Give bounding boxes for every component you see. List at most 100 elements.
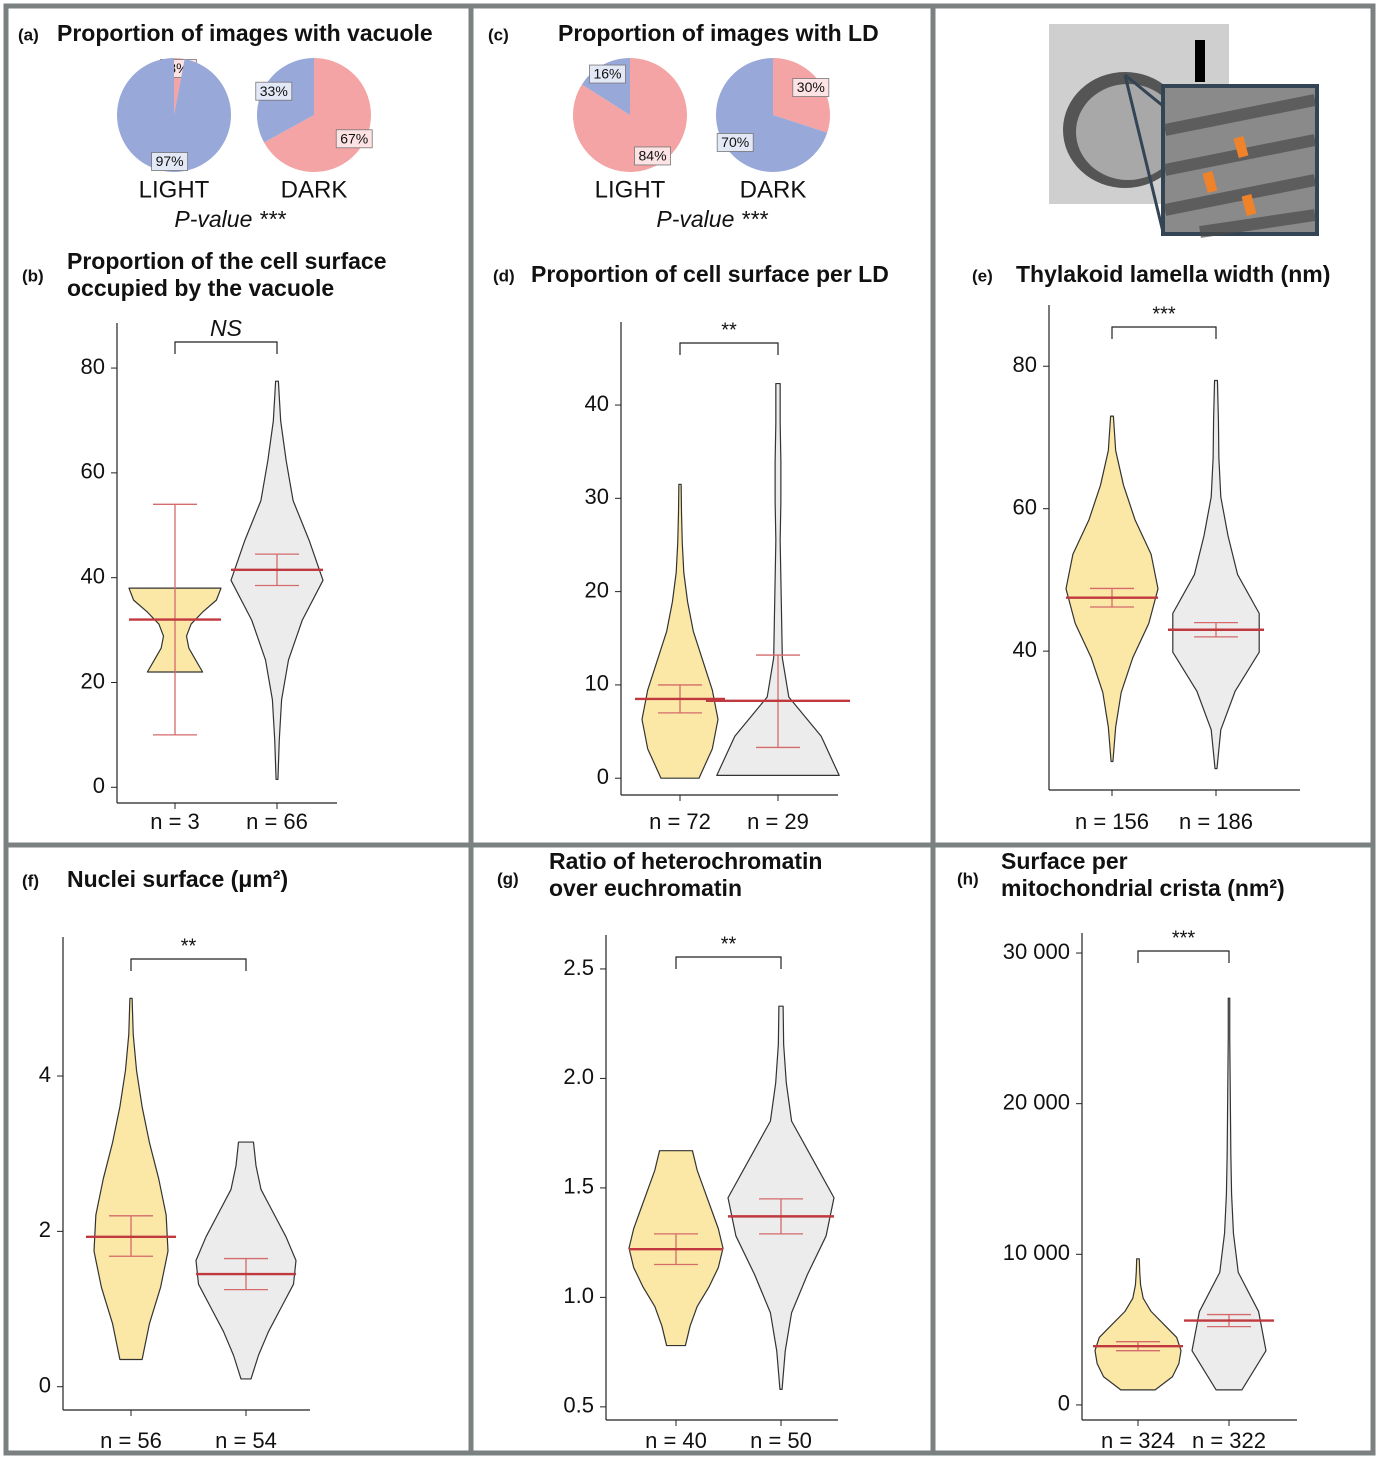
x-tick-label: n = 54: [215, 1428, 277, 1453]
chart-title: over euchromatin: [549, 875, 742, 901]
chart-title: Thylakoid lamella width (nm): [1016, 261, 1330, 287]
y-tick-label: 1.5: [563, 1174, 594, 1199]
lamellae: [1163, 94, 1317, 238]
violin: [93, 997, 169, 1361]
x-tick-label: n = 50: [750, 1428, 812, 1453]
y-tick-label: 80: [81, 354, 105, 379]
slice-label: 16%: [593, 66, 621, 82]
y-tick-label: 10: [585, 671, 609, 696]
significance: **: [721, 933, 737, 955]
y-tick-label: 0: [1058, 1391, 1070, 1416]
slice-label: 70%: [721, 134, 749, 150]
x-tick-label: n = 3: [150, 809, 200, 834]
label-box: [589, 64, 626, 84]
chart-title: Nuclei surface (μm²): [67, 866, 288, 892]
x-tick-label: n = 156: [1075, 809, 1149, 834]
p-value: P-value ***: [656, 206, 768, 232]
y-tick-label: 20: [585, 577, 609, 602]
slice-label: 30%: [797, 79, 825, 95]
panel-label: (b): [22, 266, 44, 285]
label-box: [792, 78, 830, 97]
y-tick-label: 40: [81, 563, 105, 588]
label-box: [151, 152, 189, 171]
panel-label: (d): [493, 266, 515, 285]
significance: ***: [1152, 303, 1176, 325]
x-tick-label: n = 56: [100, 1428, 162, 1453]
y-tick-label: 40: [1013, 637, 1037, 662]
x-tick-label: n = 186: [1179, 809, 1253, 834]
slice-label: 33%: [260, 83, 288, 99]
panel-label: (e): [972, 266, 993, 285]
label-box: [634, 146, 671, 166]
chart-title: Proportion of images with vacuole: [57, 20, 433, 46]
zoom-line: [1124, 73, 1169, 112]
significance-bracket: [679, 342, 779, 355]
measure-marks: [1202, 136, 1257, 216]
significance-bracket: [130, 958, 247, 971]
pie-name: LIGHT: [595, 176, 666, 203]
panel-label: (a): [18, 25, 39, 44]
x-tick-label: n = 72: [649, 809, 711, 834]
label-box: [716, 133, 754, 152]
violin: [1094, 1258, 1182, 1391]
panel-borders: [3, 3, 1376, 1456]
label-box: [335, 129, 373, 149]
cell-interior: [1076, 84, 1180, 180]
y-tick-label: 20 000: [1003, 1089, 1070, 1114]
y-tick-label: 60: [81, 459, 105, 484]
x-tick-label: n = 324: [1101, 1428, 1175, 1453]
violin: [716, 382, 840, 777]
significance: ***: [1172, 927, 1196, 949]
significance-bracket: [675, 956, 782, 969]
significance: NS: [210, 315, 243, 341]
chart-title: Proportion of the cell surface: [67, 248, 387, 274]
scale-bar: [1195, 40, 1205, 82]
significance: **: [181, 935, 197, 957]
y-tick-label: 10 000: [1003, 1240, 1070, 1265]
outer-border: [3, 3, 1376, 1456]
pie-slice: [117, 58, 232, 172]
zoom-line: [1123, 74, 1165, 233]
y-tick-label: 2.0: [563, 1064, 594, 1089]
x-tick-label: n = 29: [747, 809, 809, 834]
violin: [641, 483, 719, 779]
panel-label: (g): [497, 869, 519, 888]
pie-name: LIGHT: [139, 176, 210, 203]
panel-label: (f): [22, 871, 39, 890]
y-tick-label: 2: [39, 1217, 51, 1242]
y-tick-label: 20: [81, 668, 105, 693]
pie-name: DARK: [740, 176, 807, 203]
y-tick-label: 2.5: [563, 955, 594, 980]
chart-title: occupied by the vacuole: [67, 275, 334, 301]
violin: [1191, 997, 1267, 1391]
pie-name: DARK: [281, 176, 348, 203]
significance-bracket: [174, 341, 278, 354]
x-tick-label: n = 40: [645, 1428, 707, 1453]
chart-title: Ratio of heterochromatin: [549, 848, 822, 874]
y-tick-label: 0.5: [563, 1393, 594, 1418]
y-tick-label: 30 000: [1003, 939, 1070, 964]
chart-title: Surface per: [1001, 848, 1128, 874]
slice-label: 67%: [340, 130, 368, 146]
significance: **: [721, 319, 737, 341]
violin: [1172, 379, 1260, 770]
slice-label: 97%: [156, 153, 184, 169]
chart-title: Proportion of cell surface per LD: [531, 261, 889, 287]
y-tick-label: 60: [1013, 494, 1037, 519]
y-tick-label: 1.0: [563, 1283, 594, 1308]
violin: [727, 1005, 835, 1390]
y-tick-label: 80: [1013, 352, 1037, 377]
slice-label: 84%: [639, 148, 667, 164]
y-tick-label: 0: [597, 764, 609, 789]
y-tick-label: 0: [93, 773, 105, 798]
significance-bracket: [1111, 326, 1217, 339]
label-box: [255, 81, 293, 101]
y-tick-label: 4: [39, 1062, 51, 1087]
y-tick-label: 0: [39, 1373, 51, 1398]
micrograph: [1049, 24, 1319, 238]
y-tick-label: 30: [585, 484, 609, 509]
p-value: P-value ***: [174, 206, 286, 232]
x-tick-label: n = 322: [1192, 1428, 1266, 1453]
panel-label: (h): [957, 869, 979, 888]
